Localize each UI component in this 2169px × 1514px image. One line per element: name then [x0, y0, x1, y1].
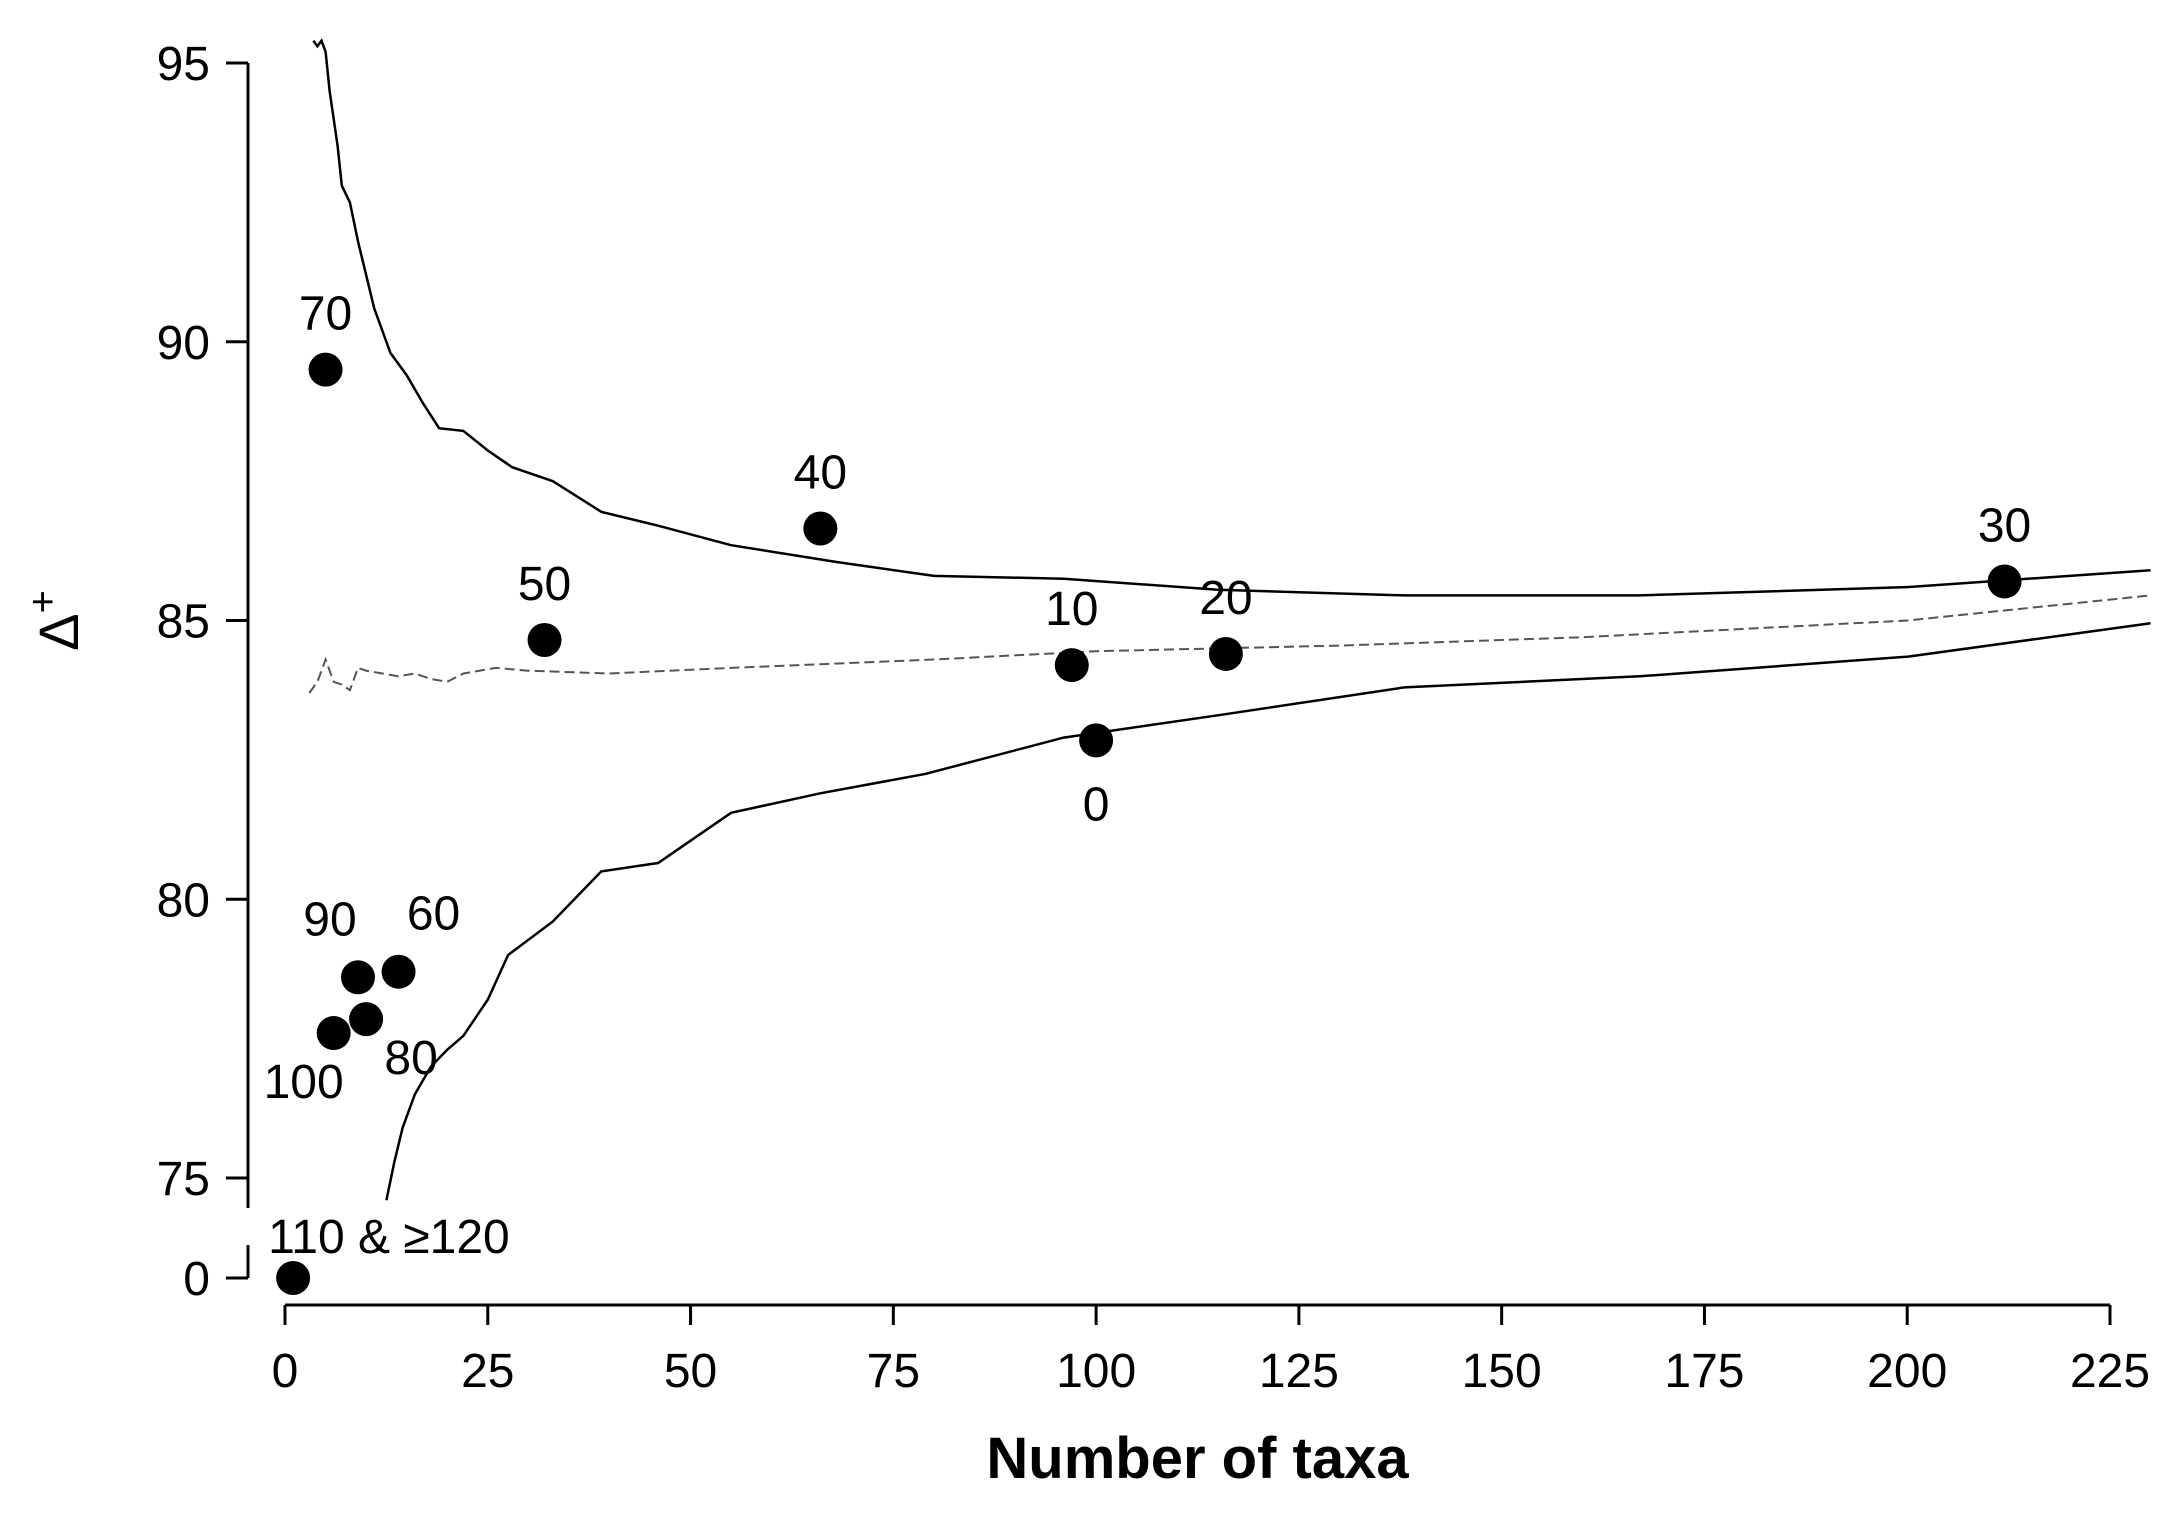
y-axis-title-symbol: Δ — [27, 613, 90, 650]
x-tick-label: 200 — [1867, 1345, 1947, 1398]
data-point — [527, 623, 562, 658]
data-point — [316, 1016, 351, 1051]
data-point-label: 100 — [264, 1056, 344, 1109]
data-point — [381, 954, 416, 989]
y-axis-title: Δ+ — [21, 590, 90, 651]
x-tick-label: 150 — [1462, 1345, 1542, 1398]
series-lines — [308, 38, 2151, 1201]
data-point-label: 70 — [299, 288, 352, 341]
y-tick-label: 75 — [157, 1153, 210, 1206]
data-point-label: 80 — [384, 1032, 437, 1085]
x-tick-label: 100 — [1056, 1345, 1136, 1398]
data-point-label: 110 & ≥120 — [268, 1211, 510, 1264]
data-point-label: 20 — [1199, 572, 1252, 625]
data-point — [1079, 723, 1114, 758]
series-line-upper-95-limit — [312, 38, 2151, 597]
data-point — [1208, 636, 1243, 671]
data-point — [1987, 564, 2022, 599]
x-tick-label: 0 — [272, 1345, 299, 1398]
x-tick-label: 25 — [461, 1345, 514, 1398]
y-axis-title-superscript: + — [21, 590, 65, 613]
y-tick-label-break: 0 — [183, 1253, 210, 1306]
data-point — [349, 1002, 384, 1037]
y-tick-label: 80 — [157, 874, 210, 927]
data-point-label: 50 — [518, 558, 571, 611]
x-tick-label: 125 — [1259, 1345, 1339, 1398]
y-tick-label: 95 — [157, 38, 210, 91]
x-tick-label: 75 — [867, 1345, 920, 1398]
series-line-mean — [308, 594, 2151, 694]
y-tick-label: 85 — [157, 596, 210, 649]
data-point — [1054, 648, 1089, 683]
x-tick-label: 225 — [2070, 1345, 2150, 1398]
data-point — [308, 352, 343, 387]
data-point-label: 0 — [1083, 778, 1110, 831]
data-point-label: 10 — [1045, 583, 1098, 636]
data-point-label: 90 — [303, 893, 356, 946]
x-axis-title: Number of taxa — [986, 1426, 1409, 1491]
data-point — [803, 511, 838, 546]
x-tick-label: 50 — [664, 1345, 717, 1398]
y-tick-label: 90 — [157, 317, 210, 370]
x-tick-label: 175 — [1664, 1345, 1744, 1398]
axes — [246, 63, 2110, 1307]
data-point-label: 30 — [1978, 499, 2031, 552]
data-point-label: 40 — [794, 447, 847, 500]
data-point — [276, 1261, 311, 1295]
data-points: 70 40 30 50 10 20 0 90 60 80 100 110 & ≥120 — [264, 288, 2031, 1295]
data-point-label: 60 — [407, 888, 460, 941]
series-line-lower-95-limit — [385, 622, 2151, 1201]
data-point — [341, 960, 375, 995]
